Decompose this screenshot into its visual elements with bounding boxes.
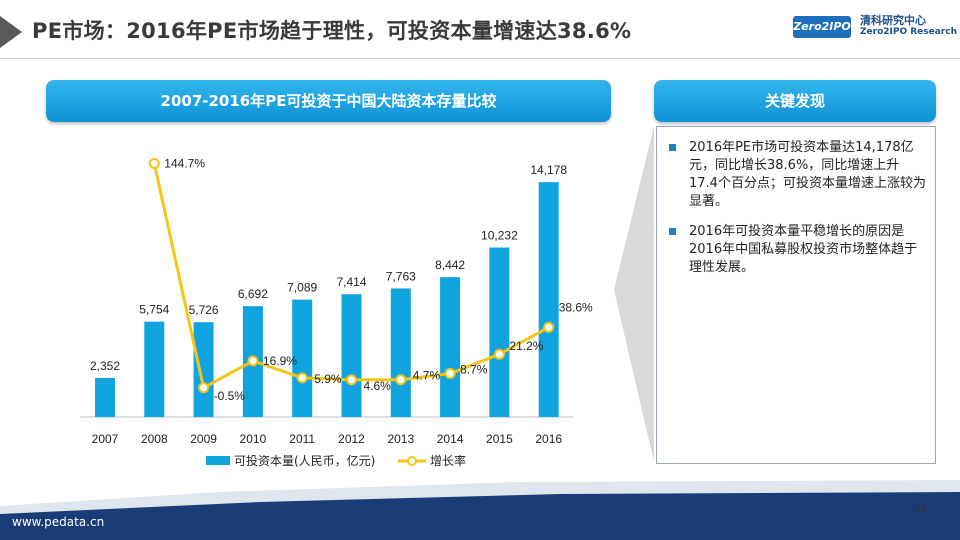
x-tick-label: 2012 bbox=[338, 432, 365, 446]
growth-point bbox=[493, 348, 505, 360]
growth-point bbox=[444, 368, 456, 380]
growth-value-label: 16.9% bbox=[263, 354, 297, 368]
bullet-square-icon bbox=[669, 144, 676, 151]
growth-point bbox=[296, 372, 308, 384]
bar-value-label: 8,442 bbox=[435, 258, 465, 272]
bar-value-label: 2,352 bbox=[90, 359, 120, 373]
growth-point bbox=[395, 374, 407, 386]
legend-bar-label: 可投资本量(人民币，亿元) bbox=[234, 453, 375, 468]
bar-value-label: 6,692 bbox=[238, 287, 268, 301]
header-divider bbox=[0, 58, 960, 59]
bar bbox=[193, 322, 214, 417]
bar-value-label: 7,089 bbox=[287, 281, 317, 295]
bar bbox=[489, 247, 510, 417]
bullet-square-icon bbox=[669, 228, 676, 235]
x-tick-label: 2011 bbox=[289, 432, 315, 446]
page-title: PE市场：2016年PE市场趋于理性，可投资本量增速达38.6% bbox=[32, 19, 632, 43]
findings-title-banner: 关键发现 bbox=[654, 80, 936, 122]
growth-point bbox=[198, 382, 210, 394]
x-tick-label: 2014 bbox=[437, 432, 464, 446]
findings-panel: 2016年PE市场可投资本量达14,178亿元，同比增长38.6%，同比增速上升… bbox=[656, 126, 936, 464]
zero2ipo-logo: Zero2IPO bbox=[793, 16, 851, 38]
bar bbox=[144, 321, 165, 417]
footer-url: www.pedata.cn bbox=[12, 515, 105, 529]
bar-value-label: 14,178 bbox=[530, 163, 567, 177]
growth-value-label: 8.7% bbox=[460, 363, 488, 377]
legend-line-marker bbox=[407, 456, 417, 466]
finding-text: 2016年可投资本量平稳增长的原因是2016年中国私募股权投资市场整体趋于理性发… bbox=[689, 224, 918, 275]
growth-value-label: 4.7% bbox=[413, 369, 441, 383]
x-tick-label: 2009 bbox=[190, 432, 217, 446]
x-tick-label: 2010 bbox=[240, 432, 267, 446]
bar-value-label: 7,763 bbox=[386, 269, 416, 283]
bar bbox=[95, 378, 115, 417]
chart-title-banner: 2007-2016年PE可投资于中国大陆资本存量比较 bbox=[46, 80, 611, 122]
growth-value-label: 144.7% bbox=[164, 156, 205, 170]
logo-chinese-text: 清科研究中心 bbox=[860, 14, 926, 27]
growth-value-label: 38.6% bbox=[559, 300, 593, 314]
bar bbox=[538, 182, 559, 417]
x-tick-label: 2013 bbox=[387, 432, 414, 446]
growth-point bbox=[543, 321, 555, 333]
growth-value-label: 4.6% bbox=[364, 379, 392, 393]
growth-point bbox=[247, 355, 259, 367]
x-tick-label: 2015 bbox=[486, 432, 513, 446]
bar bbox=[341, 294, 362, 417]
bar-value-label: 7,414 bbox=[336, 275, 366, 289]
x-tick-label: 2007 bbox=[92, 432, 119, 446]
growth-value-label: 5.9% bbox=[314, 372, 342, 386]
bar bbox=[292, 299, 313, 417]
x-tick-label: 2008 bbox=[141, 432, 168, 446]
finding-text: 2016年PE市场可投资本量达14,178亿元，同比增长38.6%，同比增速上升… bbox=[689, 140, 926, 209]
finding-item: 2016年PE市场可投资本量达14,178亿元，同比增长38.6%，同比增速上升… bbox=[669, 139, 927, 211]
legend-line-label: 增长率 bbox=[430, 453, 466, 468]
logo-english-text: Zero2IPO Research bbox=[860, 27, 957, 37]
bar bbox=[390, 288, 411, 417]
x-tick-label: 2016 bbox=[535, 432, 562, 446]
growth-value-label: 21.2% bbox=[509, 339, 543, 353]
pointer-shape bbox=[614, 126, 654, 462]
header-arrow-icon bbox=[0, 16, 22, 48]
bar bbox=[440, 277, 461, 417]
bar-value-label: 5,726 bbox=[189, 303, 219, 317]
legend-bar-swatch bbox=[206, 456, 230, 465]
page-number: 24 bbox=[914, 504, 927, 515]
finding-item: 2016年可投资本量平稳增长的原因是2016年中国私募股权投资市场整体趋于理性发… bbox=[669, 223, 927, 277]
bar-value-label: 10,232 bbox=[481, 229, 518, 243]
growth-point bbox=[346, 374, 357, 386]
footer-band bbox=[0, 492, 960, 540]
growth-value-label: -0.5% bbox=[214, 389, 246, 403]
growth-point bbox=[148, 157, 160, 169]
bar-value-label: 5,754 bbox=[139, 303, 169, 317]
